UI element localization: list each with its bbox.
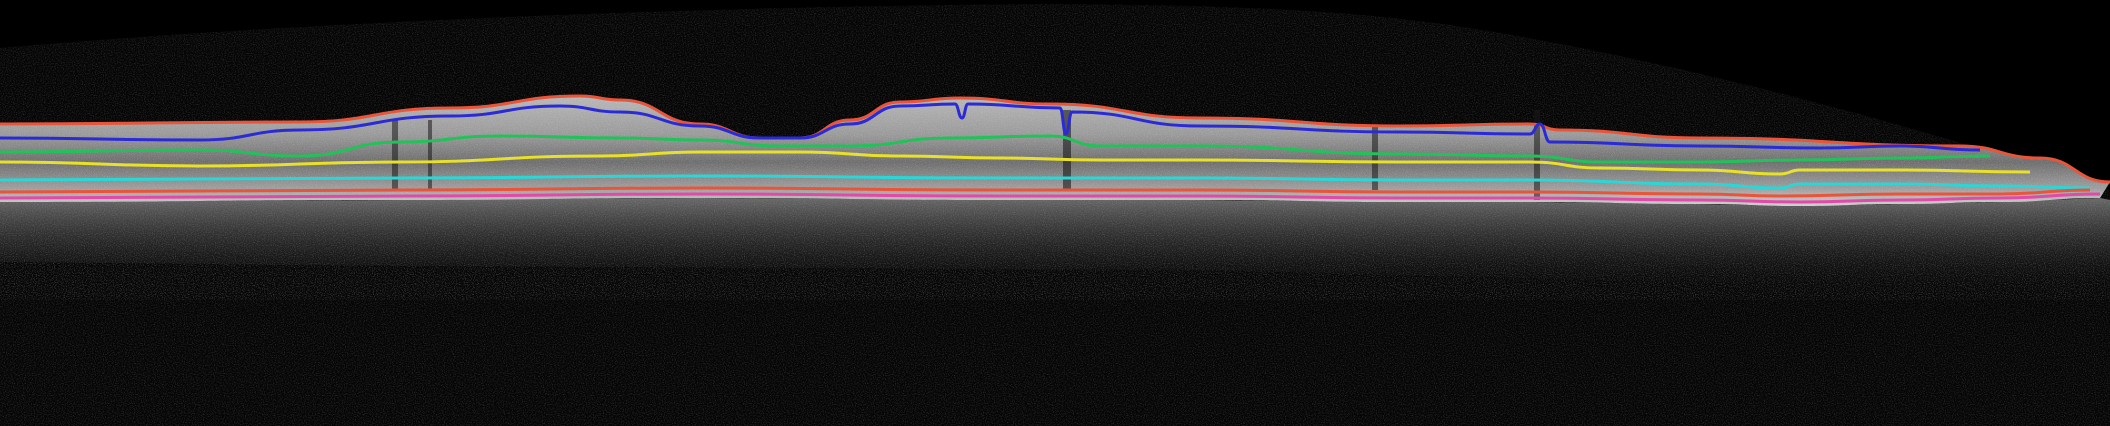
segmentation-line-ipl [0,134,1991,164]
segmentation-line-bm [0,192,2101,204]
segmentation-line-rnfl [0,102,1981,152]
segmentation-line-rpe [0,186,2091,198]
segmentation-lines [0,94,2110,204]
segmentation-line-is-os [0,174,2091,190]
choroid-speckle [0,198,2110,300]
segmentation-line-ilm [0,94,2110,184]
segmentation-line-opl [0,150,2031,176]
